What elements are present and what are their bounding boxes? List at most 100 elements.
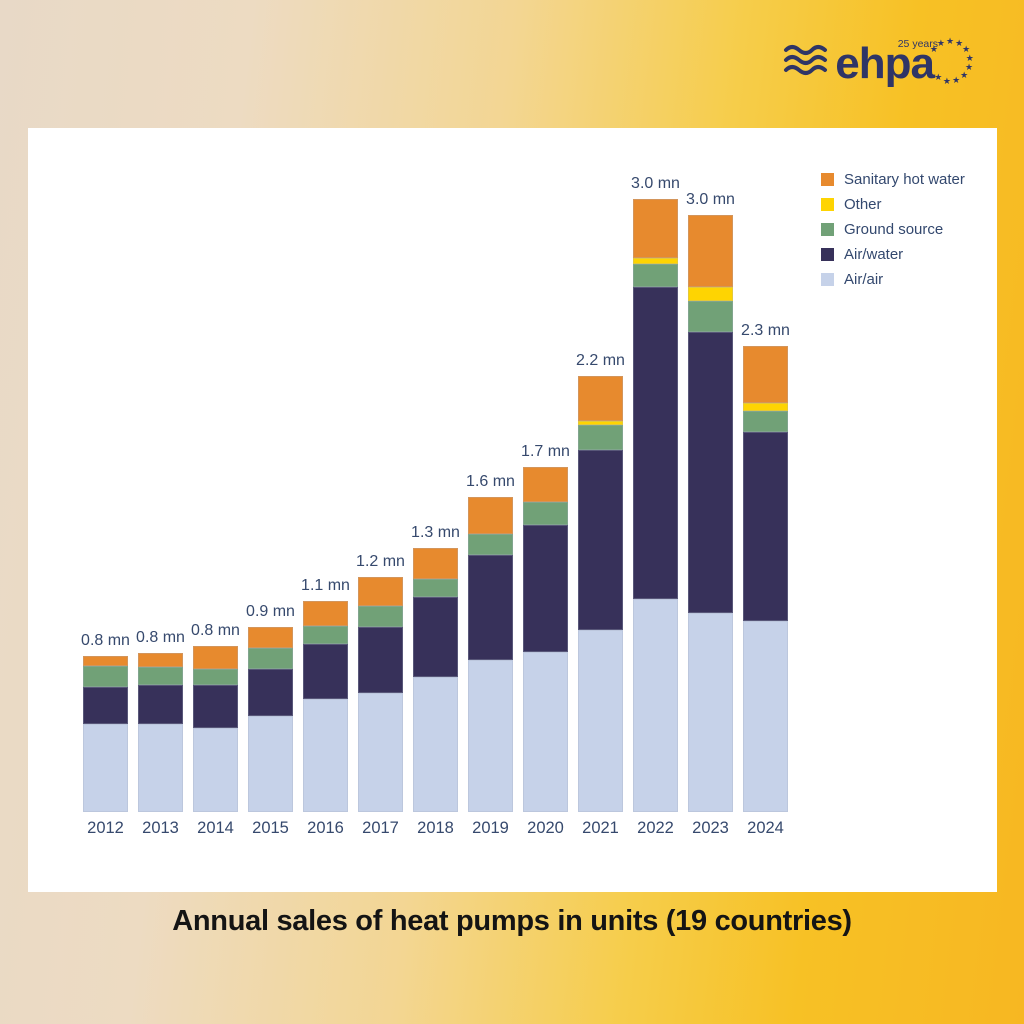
segment-ground-source bbox=[303, 626, 348, 644]
bar-2018: 1.3 mn 2018 bbox=[411, 524, 460, 837]
legend-swatch bbox=[821, 273, 834, 286]
segment-air-air bbox=[83, 724, 128, 812]
segment-other bbox=[688, 287, 733, 301]
bar-total-label: 1.6 mn bbox=[466, 473, 515, 490]
segment-ground-source bbox=[358, 606, 403, 627]
chart-legend: Sanitary hot water Other Ground source Air/… bbox=[821, 172, 965, 287]
segment-sanitary-hot-water bbox=[83, 656, 128, 666]
segment-ground-source bbox=[743, 411, 788, 432]
legend-label: Air/water bbox=[844, 246, 904, 263]
bar-total-label: 3.0 mn bbox=[686, 191, 735, 208]
legend-item-sanitary-hot-water: Sanitary hot water bbox=[821, 172, 965, 187]
segment-other bbox=[578, 421, 623, 425]
x-axis-label: 2023 bbox=[692, 819, 729, 837]
segment-air-water bbox=[248, 669, 293, 716]
x-axis-label: 2016 bbox=[307, 819, 344, 837]
x-axis-label: 2013 bbox=[142, 819, 179, 837]
bar-total-label: 0.8 mn bbox=[191, 622, 240, 639]
segment-sanitary-hot-water bbox=[523, 467, 568, 502]
segment-air-air bbox=[193, 728, 238, 812]
legend-label: Sanitary hot water bbox=[844, 171, 965, 188]
bar-2022: 3.0 mn 2022 bbox=[631, 175, 680, 837]
chart-title: Annual sales of heat pumps in units (19 … bbox=[172, 905, 852, 937]
x-axis-label: 2015 bbox=[252, 819, 289, 837]
legend-label: Air/air bbox=[844, 271, 884, 288]
bar-2014: 0.8 mn 2014 bbox=[191, 622, 240, 837]
bar-2016: 1.1 mn 2016 bbox=[301, 577, 350, 837]
segment-sanitary-hot-water bbox=[688, 215, 733, 287]
legend-swatch bbox=[821, 198, 834, 211]
bar-2024: 2.3 mn 2024 bbox=[741, 322, 790, 837]
segment-air-water bbox=[633, 287, 678, 599]
segment-other bbox=[743, 403, 788, 411]
segment-air-water bbox=[743, 432, 788, 621]
segment-sanitary-hot-water bbox=[413, 548, 458, 579]
bar-2021: 2.2 mn 2021 bbox=[576, 352, 625, 837]
segment-sanitary-hot-water bbox=[138, 653, 183, 667]
x-axis-label: 2021 bbox=[582, 819, 619, 837]
segment-air-air bbox=[688, 613, 733, 812]
segment-sanitary-hot-water bbox=[743, 346, 788, 403]
segment-air-air bbox=[523, 652, 568, 812]
legend-label: Other bbox=[844, 196, 882, 213]
segment-ground-source bbox=[633, 264, 678, 287]
bar-chart: 0.8 mn 2012 0.8 mn 2013 0.8 mn 2014 0.9 mn 2015… bbox=[81, 128, 790, 837]
x-axis-label: 2019 bbox=[472, 819, 509, 837]
segment-air-water bbox=[468, 555, 513, 660]
segment-air-air bbox=[468, 660, 513, 812]
legend-swatch bbox=[821, 173, 834, 186]
bar-total-label: 3.0 mn bbox=[631, 175, 680, 192]
bar-2013: 0.8 mn 2013 bbox=[136, 629, 185, 837]
segment-air-water bbox=[83, 687, 128, 724]
segment-air-water bbox=[578, 450, 623, 630]
segment-air-air bbox=[248, 716, 293, 812]
segment-other bbox=[633, 258, 678, 264]
segment-air-water bbox=[303, 644, 348, 699]
segment-sanitary-hot-water bbox=[248, 627, 293, 648]
segment-ground-source bbox=[523, 502, 568, 525]
segment-ground-source bbox=[413, 579, 458, 597]
legend-swatch bbox=[821, 248, 834, 261]
segment-air-water bbox=[523, 525, 568, 652]
segment-sanitary-hot-water bbox=[468, 497, 513, 534]
segment-ground-source bbox=[193, 669, 238, 685]
legend-item-air-water: Air/water bbox=[821, 247, 965, 262]
segment-ground-source bbox=[688, 301, 733, 332]
bar-total-label: 1.1 mn bbox=[301, 577, 350, 594]
segment-air-water bbox=[193, 685, 238, 728]
segment-air-water bbox=[358, 627, 403, 693]
x-axis-label: 2018 bbox=[417, 819, 454, 837]
segment-air-air bbox=[578, 630, 623, 812]
eu-star: ★ bbox=[946, 36, 955, 46]
x-axis-label: 2017 bbox=[362, 819, 399, 837]
segment-sanitary-hot-water bbox=[633, 199, 678, 258]
segment-sanitary-hot-water bbox=[578, 376, 623, 421]
segment-air-air bbox=[138, 724, 183, 812]
eu-star: ★ bbox=[965, 52, 974, 63]
segment-air-water bbox=[138, 685, 183, 724]
segment-sanitary-hot-water bbox=[358, 577, 403, 606]
bar-total-label: 0.8 mn bbox=[136, 629, 185, 646]
eu-star: ★ bbox=[960, 70, 969, 81]
x-axis-label: 2020 bbox=[527, 819, 564, 837]
bar-2019: 1.6 mn 2019 bbox=[466, 473, 515, 837]
segment-sanitary-hot-water bbox=[303, 601, 348, 626]
ehpa-logo: ehpa 25 years ★ ★ ★ ★ ★ ★ ★ ★ ★ ★ ★ bbox=[783, 30, 978, 92]
eu-star: ★ bbox=[955, 38, 964, 49]
segment-air-air bbox=[633, 599, 678, 812]
logo-anniversary: 25 years bbox=[897, 38, 938, 50]
bar-2023: 3.0 mn 2023 bbox=[686, 191, 735, 837]
eu-star: ★ bbox=[934, 72, 943, 83]
x-axis-label: 2022 bbox=[637, 819, 674, 837]
eu-stars-icon: ★ ★ ★ ★ ★ ★ ★ ★ ★ ★ ★ bbox=[924, 31, 978, 91]
segment-air-water bbox=[688, 332, 733, 613]
eu-star: ★ bbox=[965, 62, 974, 73]
eu-star: ★ bbox=[942, 75, 951, 86]
bar-total-label: 0.8 mn bbox=[81, 632, 130, 649]
bar-total-label: 2.2 mn bbox=[576, 352, 625, 369]
logo-brand: ehpa bbox=[835, 39, 935, 88]
bar-total-label: 2.3 mn bbox=[741, 322, 790, 339]
eu-star: ★ bbox=[962, 44, 971, 55]
eu-star: ★ bbox=[952, 75, 961, 86]
legend-label: Ground source bbox=[844, 221, 944, 238]
